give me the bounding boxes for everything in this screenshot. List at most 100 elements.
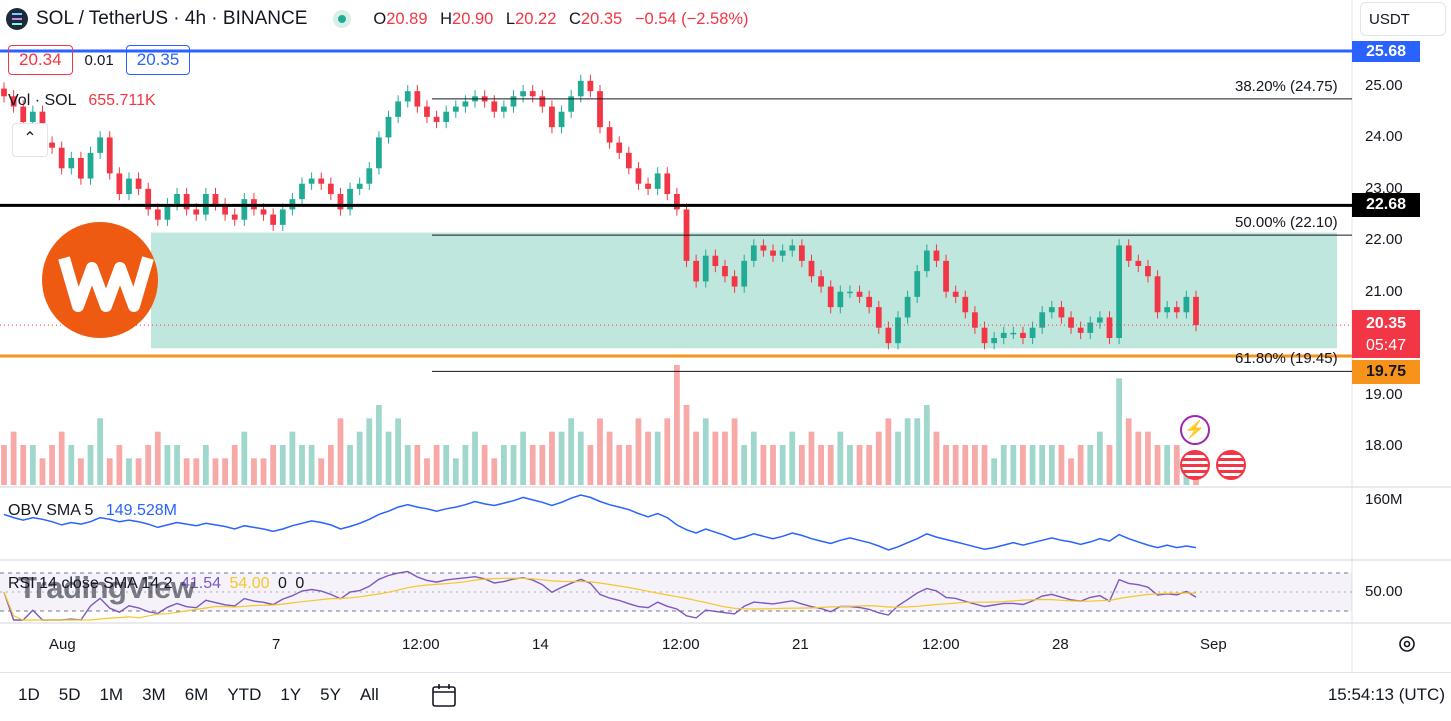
candle-body xyxy=(991,338,998,344)
candle-body xyxy=(645,183,651,189)
candle-body xyxy=(760,245,767,251)
candle-body xyxy=(1020,332,1026,338)
ohlc-values: O20.89 H20.90 L20.22 C20.35 −0.54 (−2.58… xyxy=(373,9,749,28)
volume-bar xyxy=(904,418,911,485)
volume-bar xyxy=(808,431,815,485)
candle-body xyxy=(500,106,507,112)
candle-body xyxy=(126,178,132,194)
price-tag-orange-line: 19.75 xyxy=(1352,360,1420,384)
volume-bar xyxy=(395,418,402,485)
volume-bar xyxy=(1039,445,1046,485)
volume-bar xyxy=(308,445,315,485)
us-flag-event-icon[interactable] xyxy=(1216,450,1246,480)
candle-body xyxy=(510,96,517,107)
candle-body xyxy=(279,209,286,225)
volume-bar xyxy=(510,445,517,485)
candle-body xyxy=(10,96,17,107)
volume-bar xyxy=(1020,445,1026,485)
collapse-legend-button[interactable]: ⌃ xyxy=(12,123,48,157)
range-tab-all[interactable]: All xyxy=(359,685,379,704)
range-tab-ytd[interactable]: YTD xyxy=(227,685,262,704)
range-tab-1d[interactable]: 1D xyxy=(18,685,40,704)
candle-body xyxy=(174,194,180,205)
volume-bar xyxy=(577,431,584,485)
volume-bar xyxy=(366,418,373,485)
candle-body xyxy=(327,183,334,194)
obv-legend[interactable]: OBV SMA 5 149.528M xyxy=(8,502,177,519)
candle-body xyxy=(1125,245,1132,261)
symbol-title[interactable]: SOL / TetherUS · 4h · BINANCE xyxy=(36,8,308,29)
candle-body xyxy=(241,199,248,220)
candle-body xyxy=(1087,322,1094,333)
volume-bar xyxy=(597,418,603,485)
us-flag-event-icon[interactable] xyxy=(1180,450,1210,480)
volume-bar xyxy=(1125,418,1132,485)
candle-body xyxy=(981,327,988,344)
lightning-event-icon[interactable]: ⚡ xyxy=(1180,415,1210,445)
candle-body xyxy=(395,101,402,117)
volume-bar xyxy=(481,445,488,485)
obv-line xyxy=(3,494,1197,551)
buy-price-button[interactable]: 20.35 xyxy=(125,45,191,75)
volume-bar xyxy=(1135,431,1142,485)
calendar-goto-icon[interactable] xyxy=(430,683,458,709)
settings-gear-icon[interactable] xyxy=(1397,634,1417,654)
sell-price-button[interactable]: 20.34 xyxy=(8,45,73,75)
price-axis-label: 18.00 xyxy=(1365,437,1403,454)
candle-body xyxy=(587,80,594,92)
volume-bar xyxy=(212,458,219,485)
volume-bar xyxy=(568,418,575,485)
range-tab-5y[interactable]: 5Y xyxy=(320,685,341,704)
volume-bar xyxy=(558,431,565,485)
candle-body xyxy=(49,142,55,148)
candle-body xyxy=(549,106,555,128)
range-tab-3m[interactable]: 3M xyxy=(142,685,166,704)
price-axis-label: 24.00 xyxy=(1365,128,1403,146)
volume-bar xyxy=(856,445,863,485)
candle-body xyxy=(577,80,584,97)
candle-body xyxy=(962,296,969,313)
volume-bar xyxy=(135,458,142,485)
candle-body xyxy=(1135,260,1142,266)
candle-body xyxy=(1164,307,1171,313)
candle-body xyxy=(1039,312,1046,328)
volume-bar xyxy=(866,445,873,485)
volume-bar xyxy=(222,458,228,485)
volume-bar xyxy=(837,431,844,485)
volume-legend[interactable]: Vol · SOL 655.711K xyxy=(8,92,156,109)
volume-bar xyxy=(972,445,978,485)
candle-body xyxy=(616,142,623,153)
range-tab-6m[interactable]: 6M xyxy=(184,685,209,704)
volume-bar xyxy=(981,445,988,485)
volume-bar xyxy=(674,365,680,485)
candle-body xyxy=(87,152,94,179)
candle-body xyxy=(414,91,421,107)
range-tab-1m[interactable]: 1M xyxy=(99,685,124,704)
candle-body xyxy=(299,183,305,200)
candle-body xyxy=(1010,332,1017,335)
range-tab-1y[interactable]: 1Y xyxy=(280,685,302,704)
volume-bar xyxy=(1116,378,1122,485)
volume-bar xyxy=(827,445,834,485)
range-tab-5d[interactable]: 5D xyxy=(58,685,81,704)
bid-ask: 20.34 0.01 20.35 xyxy=(8,44,191,76)
volume-bar xyxy=(289,431,296,485)
candle-body xyxy=(260,209,267,215)
candle-body xyxy=(827,286,834,308)
volume-bar xyxy=(1096,431,1103,485)
candle-body xyxy=(789,245,796,251)
rsi-legend[interactable]: RSI 14 close SMA 14 2 41.54 54.00 0 0 xyxy=(8,575,305,592)
volume-bar xyxy=(433,445,440,485)
volume-bar xyxy=(164,445,171,485)
volume-bar xyxy=(279,445,286,485)
chart-canvas[interactable] xyxy=(0,0,1451,672)
currency-select[interactable]: USDT xyxy=(1360,2,1446,36)
volume-bar xyxy=(443,445,450,485)
candle-body xyxy=(491,101,498,112)
candle-body xyxy=(654,173,661,189)
candle-body xyxy=(895,317,901,344)
candle-body xyxy=(1193,296,1199,326)
tradingview-watermark: TradingView xyxy=(18,570,195,605)
utc-clock[interactable]: 15:54:13 (UTC) xyxy=(1327,685,1445,704)
rsi-axis-label: 50.00 xyxy=(1365,583,1403,600)
